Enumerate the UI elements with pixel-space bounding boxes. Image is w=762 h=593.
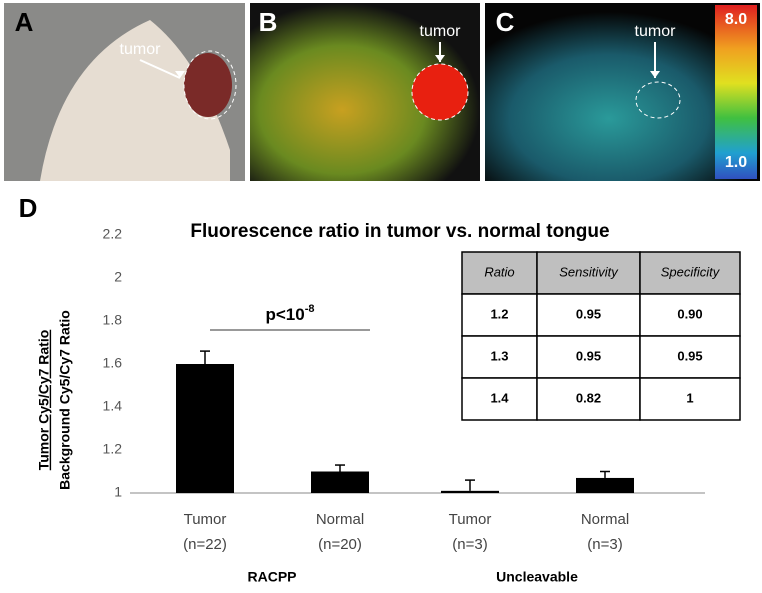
annotation-base: p<10 (265, 305, 304, 324)
table-header: Ratio (484, 264, 514, 279)
table-value: 0.95 (576, 348, 601, 363)
panel-label: A (15, 7, 34, 37)
y-label: Tumor Cy5/Cy7 Ratio (36, 330, 52, 471)
group-label: RACPP (247, 569, 296, 585)
chart-title: Fluorescence ratio in tumor vs. normal t… (190, 221, 609, 242)
panel-label: D (19, 193, 38, 223)
table-cell (536, 377, 641, 421)
table-cell (639, 293, 741, 337)
colorbar-label: 8.0 (725, 11, 747, 28)
arrow-head (175, 71, 185, 78)
panel-label: B (259, 7, 278, 37)
y-tick-label: 1.8 (103, 312, 123, 328)
annotation: tumor (420, 23, 462, 40)
x-tick-label: (n=20) (318, 536, 362, 553)
annotation: tumor (120, 41, 162, 58)
table-value: 1.4 (490, 390, 509, 405)
mouse (40, 20, 230, 181)
x-tick-label: Normal (581, 511, 629, 528)
table-cell (639, 335, 741, 379)
table-value: 0.82 (576, 390, 601, 405)
group-label: Uncleavable (496, 569, 578, 585)
table-cell (461, 377, 538, 421)
table-cell (639, 251, 741, 295)
y-tick-label: 1.2 (103, 441, 123, 457)
table-value: 0.95 (677, 348, 702, 363)
tumor-outline (183, 50, 237, 120)
bar (576, 477, 634, 493)
annotation-exponent: -8 (305, 303, 315, 315)
table-cell (639, 377, 741, 421)
tumor-outline (411, 63, 469, 121)
arrow (139, 59, 181, 79)
table-cell (536, 293, 641, 337)
x-tick-label: (n=3) (587, 536, 622, 553)
table-header: Specificity (661, 264, 721, 279)
annotation: p<10-8 (265, 303, 314, 325)
photo-c (485, 3, 760, 181)
table-value: 0.90 (677, 306, 702, 321)
annotation: tumor (635, 23, 677, 40)
table-value: 0.95 (576, 306, 601, 321)
y-tick-label: 1.4 (103, 398, 123, 414)
y-tick-label: 1.6 (103, 355, 123, 371)
arrow-head (650, 71, 660, 78)
x-tick-label: (n=3) (452, 536, 487, 553)
x-tick-label: (n=22) (183, 536, 227, 553)
table-value: 1.3 (490, 348, 508, 363)
x-tick-label: Normal (316, 511, 364, 528)
colorbar-label: 1.0 (725, 154, 747, 171)
y-tick-label: 2.2 (103, 226, 123, 242)
bar (441, 490, 499, 493)
arrow-head (435, 55, 445, 62)
bar (176, 364, 234, 493)
tumor-outline (635, 81, 681, 119)
table-value: 1 (686, 390, 693, 405)
x-tick-label: Tumor (449, 511, 492, 528)
table-value: 1.2 (490, 306, 508, 321)
y-tick-label: 2 (114, 269, 122, 285)
y-label: Background Cy5/Cy7 Ratio (57, 310, 73, 490)
table-cell (536, 335, 641, 379)
table-header: Sensitivity (559, 264, 619, 279)
tongue (184, 53, 232, 117)
x-tick-label: Tumor (184, 511, 227, 528)
table-cell (461, 335, 538, 379)
colorbar (715, 5, 757, 179)
table-cell (461, 251, 538, 295)
table-cell (536, 251, 641, 295)
panel-label: C (496, 7, 515, 37)
y-tick-label: 1 (114, 484, 122, 500)
bar (311, 471, 369, 493)
